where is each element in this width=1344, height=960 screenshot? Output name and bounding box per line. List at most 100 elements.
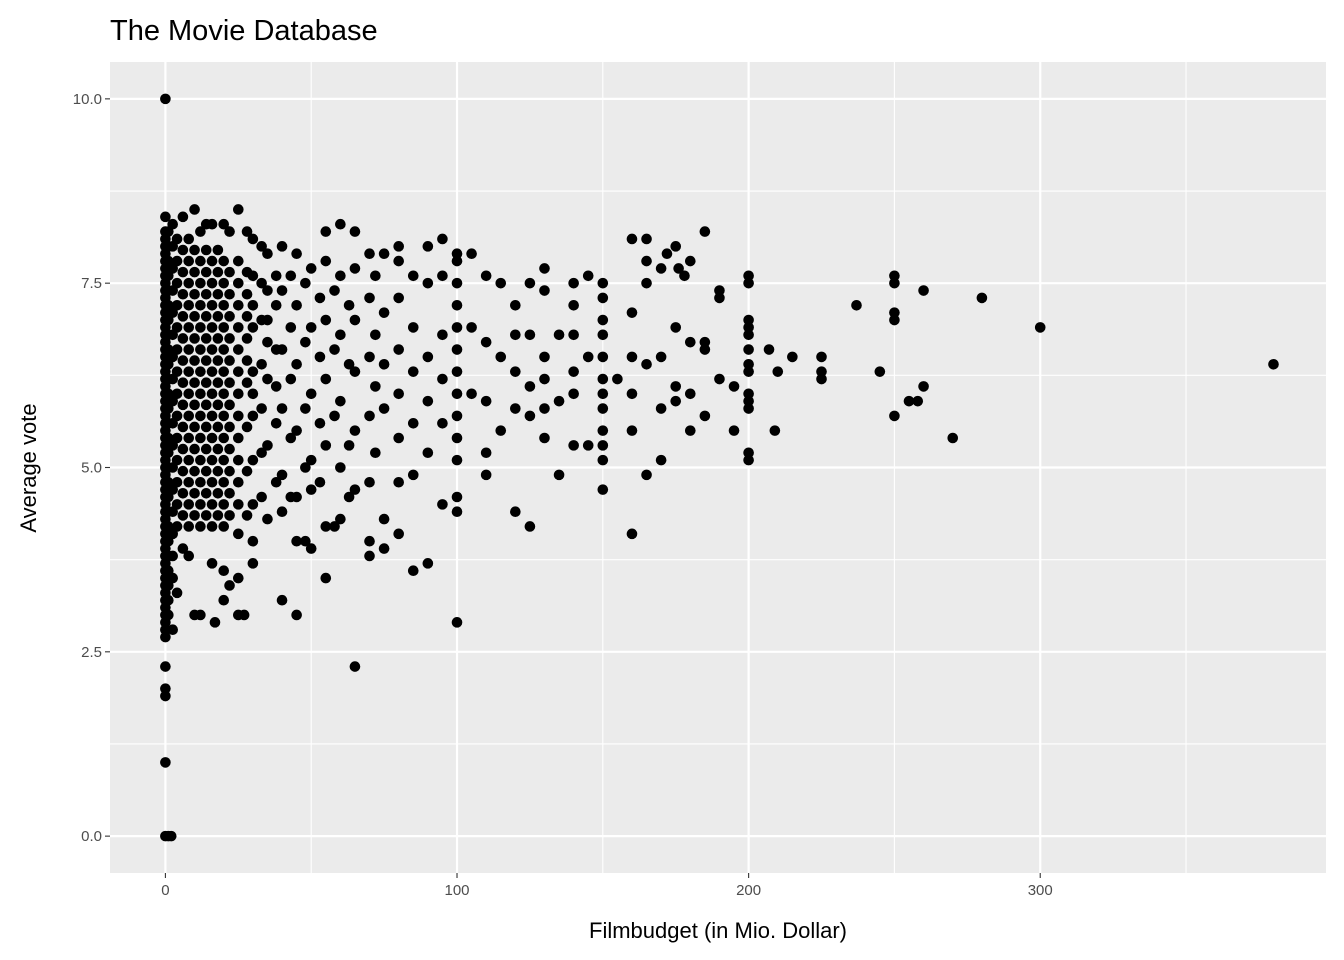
data-point [183,233,195,245]
data-point [466,322,477,333]
data-point [206,410,218,422]
data-point [276,403,288,414]
data-point [218,300,230,311]
data-point [422,558,434,569]
data-point [212,333,224,344]
data-point [291,609,302,621]
data-point [218,432,230,444]
data-point [314,417,326,429]
data-point [183,454,195,466]
data-point [451,344,463,355]
data-point [597,454,609,466]
data-point [597,351,609,363]
data-point [177,399,189,411]
data-point [524,410,536,422]
data-point [200,333,212,344]
data-point [195,454,206,466]
data-point [262,285,273,296]
data-point [743,388,754,400]
data-point [171,255,183,267]
data-point [206,476,218,488]
data-point [568,366,579,377]
data-point [364,292,375,304]
data-point [568,277,579,289]
data-point [407,322,419,333]
data-point [437,373,448,385]
data-point [597,292,609,304]
data-point [218,521,230,532]
y-tick-label: 2.5 [81,644,102,661]
data-point [539,285,550,296]
data-point [641,277,652,289]
data-points [160,93,1279,842]
data-point [743,329,754,341]
data-point [378,248,390,259]
data-point [200,244,212,256]
data-point [641,358,652,370]
data-point [276,469,288,481]
data-point [343,440,355,451]
data-point [195,277,206,289]
data-point [510,329,521,341]
data-point [218,344,230,355]
data-point [553,469,565,481]
data-point [320,572,332,584]
data-point [171,344,183,355]
data-point [743,277,754,289]
data-point [300,403,311,414]
data-point [553,329,565,341]
data-point [451,255,463,267]
data-point [378,403,390,414]
data-point [300,535,311,547]
data-point [655,263,667,274]
data-point [451,300,463,311]
data-point [422,241,434,252]
data-point [247,388,259,400]
data-point [206,366,218,377]
data-point [238,609,250,621]
data-point [451,277,463,289]
data-point [160,624,171,635]
data-point [305,263,317,274]
data-point [206,218,218,230]
data-point [743,366,754,377]
data-point [276,506,288,518]
data-point [171,300,183,311]
data-point [320,440,332,451]
data-point [183,432,195,444]
data-point [329,521,340,532]
data-point [335,513,346,525]
data-point [212,510,224,521]
data-point [262,440,273,451]
data-point [212,266,224,278]
data-point [343,491,355,503]
data-point [407,417,419,429]
data-point [370,381,381,392]
data-point [714,373,725,385]
y-tick-label: 10.0 [73,91,102,108]
x-tick-label: 200 [736,882,761,899]
data-point [510,366,521,377]
data-point [183,476,195,488]
y-axis-ticks: 0.0 2.5 5.0 7.5 10.0 [73,91,110,845]
data-point [626,307,638,318]
data-point [291,358,302,370]
data-point [163,594,174,606]
data-point [291,491,302,503]
data-point [393,241,404,252]
data-point [167,218,178,230]
data-point [743,270,754,282]
data-point [699,410,711,422]
data-point [241,226,253,237]
data-point [262,336,273,348]
data-point [276,594,288,606]
data-point [320,255,332,267]
data-point [597,484,609,495]
data-point [451,366,463,377]
data-point [177,266,189,278]
data-point [699,336,711,348]
data-point [256,403,267,414]
data-point [684,388,696,400]
data-point [670,241,682,252]
data-point [171,388,183,400]
